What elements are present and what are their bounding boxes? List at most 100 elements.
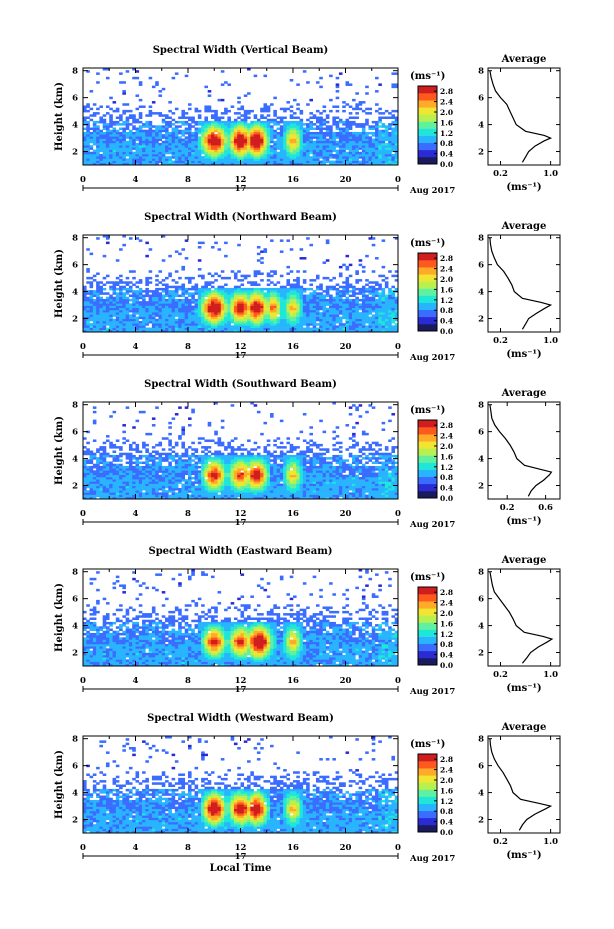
heatmap-cell <box>83 149 87 153</box>
heatmap-cell <box>86 298 90 302</box>
heatmap-cell <box>319 318 323 322</box>
heatmap-cell <box>260 160 264 164</box>
heatmap-cell <box>391 109 396 113</box>
heatmap-cell <box>83 301 87 304</box>
heatmap-cell <box>184 298 189 302</box>
heatmap-cell <box>138 145 143 148</box>
heatmap-cell <box>161 120 166 124</box>
heatmap-cell <box>96 468 100 471</box>
heatmap-cell <box>250 136 254 139</box>
heatmap-cell <box>142 314 146 317</box>
heatmap-cell <box>125 457 130 460</box>
heatmap-cell <box>197 325 202 328</box>
heatmap-cell <box>312 151 317 155</box>
heatmap-cell <box>266 145 271 148</box>
heatmap-cell <box>289 105 294 108</box>
heatmap-cell <box>181 142 186 146</box>
heatmap-cell <box>99 496 103 500</box>
heatmap-cell <box>227 136 231 139</box>
heatmap-cell <box>345 296 350 300</box>
heatmap-cell <box>394 151 399 155</box>
heatmap-cell <box>293 160 297 164</box>
heatmap-cell <box>128 281 133 284</box>
heatmap-cell <box>270 281 274 284</box>
heatmap-cell <box>381 112 386 115</box>
heatmap-cell <box>214 323 218 326</box>
heatmap-cell <box>273 131 277 135</box>
heatmap-cell <box>207 303 212 306</box>
heatmap-cell <box>132 426 136 429</box>
heatmap-cell <box>105 162 110 166</box>
heatmap-cell <box>132 162 136 166</box>
heatmap-cell <box>158 307 163 311</box>
heatmap-cell <box>224 158 228 161</box>
heatmap-cell <box>184 296 189 300</box>
heatmap-cell <box>286 151 291 155</box>
heatmap-cell <box>115 314 120 317</box>
heatmap-cell <box>148 294 153 298</box>
heatmap-cell <box>158 145 163 148</box>
heatmap-cell <box>109 153 113 157</box>
heatmap-cell <box>128 145 133 148</box>
heatmap-cell <box>168 160 172 164</box>
heatmap-cell <box>96 474 100 478</box>
heatmap-cell <box>207 309 212 313</box>
heatmap-cell <box>184 129 189 133</box>
heatmap-cell <box>260 129 264 133</box>
heatmap-cell <box>109 481 113 484</box>
heatmap-cell <box>165 327 169 331</box>
heatmap-cell <box>220 276 225 280</box>
heatmap-cell <box>102 490 107 493</box>
heatmap-cell <box>119 153 123 157</box>
heatmap-cell <box>155 134 159 137</box>
heatmap-cell <box>394 72 399 75</box>
heatmap-cell <box>115 259 120 262</box>
heatmap-cell <box>345 268 350 271</box>
heatmap-cell <box>158 94 163 97</box>
heatmap-cell <box>240 120 245 124</box>
heatmap-cell <box>335 309 340 313</box>
heatmap-cell <box>325 329 330 333</box>
heatmap-cell <box>224 140 228 144</box>
heatmap-cell <box>243 323 248 326</box>
heatmap-cell <box>102 140 107 144</box>
heatmap-cell <box>181 301 186 304</box>
heatmap-cell <box>388 298 392 302</box>
heatmap-cell <box>132 156 136 159</box>
heatmap-cell <box>345 265 350 269</box>
heatmap-cell <box>151 450 156 454</box>
heatmap-cell <box>174 125 179 128</box>
heatmap-cell <box>128 454 133 458</box>
heatmap-cell <box>105 303 110 306</box>
heatmap-cell <box>296 294 300 298</box>
heatmap-cell <box>332 153 336 157</box>
heatmap-cell <box>174 136 179 139</box>
heatmap-cell <box>142 316 146 320</box>
heatmap-cell <box>335 307 340 311</box>
heatmap-cell <box>266 298 271 302</box>
heatmap-cell <box>391 318 396 322</box>
heatmap-cell <box>83 116 87 120</box>
heatmap-cell <box>355 316 359 320</box>
heatmap-cell <box>322 316 327 320</box>
heatmap-cell <box>368 323 373 326</box>
heatmap-cell <box>325 153 330 157</box>
heatmap-cell <box>151 85 156 89</box>
heatmap-cell <box>109 496 113 500</box>
heatmap-cell <box>99 303 103 306</box>
heatmap-cell <box>322 127 327 131</box>
heatmap-cell <box>148 160 153 164</box>
heatmap-cell <box>315 156 320 159</box>
heatmap-cell <box>273 272 277 275</box>
heatmap-cell <box>381 156 386 159</box>
heatmap-cell <box>99 136 103 139</box>
heatmap-cell <box>132 496 136 500</box>
heatmap-cell <box>83 485 87 489</box>
heatmap-cell <box>132 494 136 498</box>
heatmap-cell <box>99 134 103 137</box>
heatmap-cell <box>96 472 100 476</box>
heatmap-cell <box>388 327 392 331</box>
heatmap-cell <box>89 314 94 317</box>
heatmap-cell <box>99 459 103 462</box>
